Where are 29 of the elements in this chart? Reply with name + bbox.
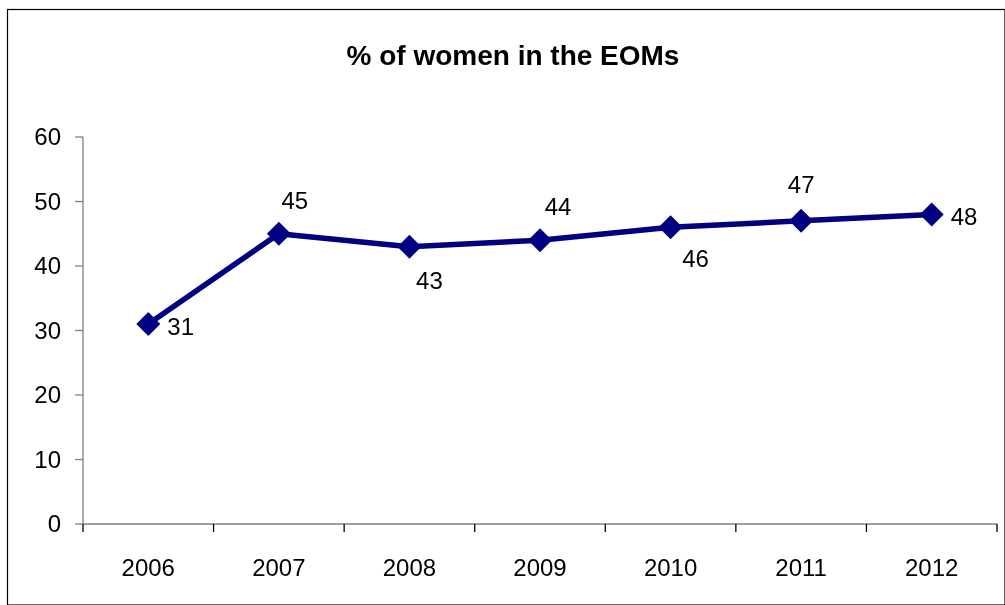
point [528, 228, 552, 253]
x-tick-label: 2007 [252, 554, 306, 581]
x-tick-label: 2011 [775, 554, 827, 581]
data-label: 48 [950, 203, 978, 231]
point [136, 312, 161, 337]
data-label: 43 [416, 266, 443, 294]
x-tick-label: 2012 [905, 554, 959, 581]
data-label: 46 [682, 245, 709, 273]
x-tick-label: 2008 [382, 554, 437, 581]
point [919, 202, 944, 227]
y-tick-label: 20 [34, 381, 61, 409]
data-label: 44 [544, 193, 572, 221]
x-tick-label: 2010 [643, 554, 698, 581]
x-tick-label: 2009 [513, 554, 567, 581]
y-tick-label: 60 [34, 123, 61, 151]
data-label: 31 [167, 313, 194, 341]
y-tick-label: 0 [47, 510, 61, 538]
y-tick-label: 10 [34, 445, 61, 473]
point [266, 221, 291, 246]
chart-title: % of women in the EOMs [346, 40, 680, 71]
point [789, 208, 814, 233]
point [397, 234, 422, 259]
y-tick-label: 30 [34, 316, 61, 344]
y-tick-label: 40 [34, 252, 61, 280]
point [658, 215, 683, 240]
data-label: 47 [787, 170, 815, 198]
x-tick-label: 2006 [121, 554, 175, 581]
data-label: 45 [281, 186, 309, 214]
y-tick-label: 50 [34, 187, 61, 215]
